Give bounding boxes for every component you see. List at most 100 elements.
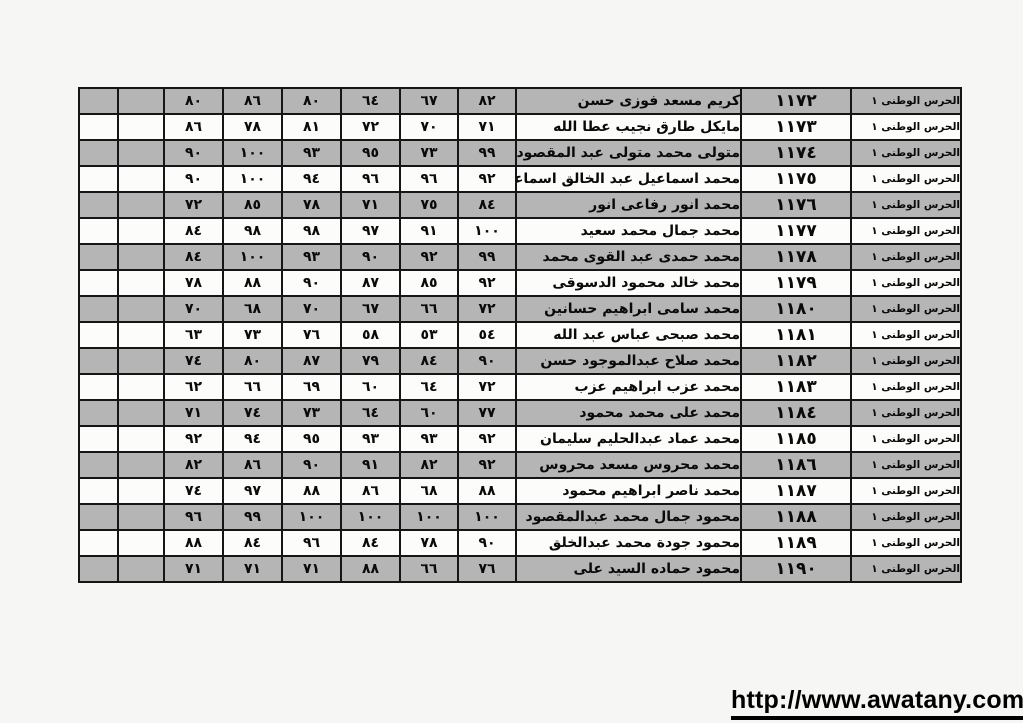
student-id-cell: ١١٨٩ xyxy=(740,529,852,557)
unit-cell: الحرس الوطنى ١ xyxy=(850,477,962,505)
student-name-cell: محمد على محمد محمود xyxy=(515,399,742,427)
table-row: ٩٦ ٩٩ ١٠٠ ١٠٠ ١٠٠ ١٠٠ محمود جمال محمد عب… xyxy=(78,503,962,531)
score-cell: ٨٤ xyxy=(163,243,224,271)
score-cell: ٧١ xyxy=(222,555,283,583)
score-cell: ٧٨ xyxy=(281,191,342,219)
table-row: ٨٨ ٨٤ ٩٦ ٨٤ ٧٨ ٩٠ محمود جودة محمد عبدالخ… xyxy=(78,529,962,557)
score-cell: ٦٢ xyxy=(163,373,224,401)
score-cell: ٩٣ xyxy=(281,139,342,167)
score-cell: ٨٦ xyxy=(340,477,401,505)
student-name-cell: محمد خالد محمود الدسوقى xyxy=(515,269,742,297)
student-id-cell: ١١٨٣ xyxy=(740,373,852,401)
score-cell: ١٠٠ xyxy=(457,503,517,531)
score-cell: ٧٢ xyxy=(340,113,401,141)
unit-cell: الحرس الوطنى ١ xyxy=(850,503,962,531)
empty-cell xyxy=(78,295,119,323)
table-row: ٨٦ ٧٨ ٨١ ٧٢ ٧٠ ٧١ مايكل طارق نجيب عطا ال… xyxy=(78,113,962,141)
footer-url-link[interactable]: http://www.awatany.com xyxy=(731,686,1023,720)
score-cell: ٩٣ xyxy=(281,243,342,271)
table-row: ٨٠ ٨٦ ٨٠ ٦٤ ٦٧ ٨٢ كريم مسعد فوزى حسن ١١٧… xyxy=(78,87,962,115)
score-cell: ٨١ xyxy=(281,113,342,141)
student-name-cell: محمد جمال محمد سعيد xyxy=(515,217,742,245)
empty-cell xyxy=(117,425,165,453)
score-cell: ٨٥ xyxy=(399,269,459,297)
empty-cell xyxy=(117,113,165,141)
score-cell: ٨٢ xyxy=(457,87,517,115)
score-cell: ٨٨ xyxy=(281,477,342,505)
empty-cell xyxy=(78,503,119,531)
empty-cell xyxy=(117,139,165,167)
score-cell: ٨٤ xyxy=(340,529,401,557)
empty-cell xyxy=(78,321,119,349)
student-id-cell: ١١٨١ xyxy=(740,321,852,349)
score-cell: ١٠٠ xyxy=(340,503,401,531)
empty-cell xyxy=(78,373,119,401)
table-row: ٧٤ ٩٧ ٨٨ ٨٦ ٦٨ ٨٨ محمد ناصر ابراهيم محمو… xyxy=(78,477,962,505)
score-cell: ٩٣ xyxy=(399,425,459,453)
table-row: ٩٠ ١٠٠ ٩٤ ٩٦ ٩٦ ٩٢ محمد اسماعيل عبد الخا… xyxy=(78,165,962,193)
empty-cell xyxy=(117,503,165,531)
score-cell: ٧٤ xyxy=(222,399,283,427)
unit-cell: الحرس الوطنى ١ xyxy=(850,451,962,479)
score-cell: ٨٢ xyxy=(399,451,459,479)
empty-cell xyxy=(117,555,165,583)
score-cell: ٨٨ xyxy=(457,477,517,505)
student-name-cell: مايكل طارق نجيب عطا الله xyxy=(515,113,742,141)
score-cell: ٩٤ xyxy=(281,165,342,193)
table-row: ٨٢ ٨٦ ٩٠ ٩١ ٨٢ ٩٢ محمد محروس مسعد محروس … xyxy=(78,451,962,479)
student-id-cell: ١١٨٢ xyxy=(740,347,852,375)
student-id-cell: ١١٨٥ xyxy=(740,425,852,453)
score-cell: ٩١ xyxy=(340,451,401,479)
score-cell: ٨٧ xyxy=(281,347,342,375)
table-row: ٧١ ٧١ ٧١ ٨٨ ٦٦ ٧٦ محمود حماده السيد على … xyxy=(78,555,962,583)
score-cell: ٧٣ xyxy=(399,139,459,167)
score-cell: ٩٢ xyxy=(457,425,517,453)
score-cell: ٩٢ xyxy=(399,243,459,271)
score-cell: ٩٢ xyxy=(457,451,517,479)
score-cell: ٨٦ xyxy=(222,87,283,115)
score-cell: ٧١ xyxy=(457,113,517,141)
score-cell: ٧٠ xyxy=(163,295,224,323)
empty-cell xyxy=(117,191,165,219)
score-cell: ٩٠ xyxy=(457,529,517,557)
unit-cell: الحرس الوطنى ١ xyxy=(850,165,962,193)
empty-cell xyxy=(117,399,165,427)
student-name-cell: محمد عماد عبدالحليم سليمان xyxy=(515,425,742,453)
score-cell: ٨٤ xyxy=(222,529,283,557)
score-cell: ٩٦ xyxy=(399,165,459,193)
score-cell: ٩٧ xyxy=(340,217,401,245)
score-cell: ٩٣ xyxy=(340,425,401,453)
student-id-cell: ١١٧٣ xyxy=(740,113,852,141)
table-row: ٧٨ ٨٨ ٩٠ ٨٧ ٨٥ ٩٢ محمد خالد محمود الدسوق… xyxy=(78,269,962,297)
score-cell: ٦٦ xyxy=(222,373,283,401)
score-cell: ٧٢ xyxy=(457,295,517,323)
empty-cell xyxy=(117,87,165,115)
empty-cell xyxy=(78,451,119,479)
table-row: ٧١ ٧٤ ٧٣ ٦٤ ٦٠ ٧٧ محمد على محمد محمود ١١… xyxy=(78,399,962,427)
score-cell: ٧١ xyxy=(340,191,401,219)
unit-cell: الحرس الوطنى ١ xyxy=(850,555,962,583)
score-cell: ٩٦ xyxy=(281,529,342,557)
student-name-cell: محمد صبحى عباس عبد الله xyxy=(515,321,742,349)
empty-cell xyxy=(78,191,119,219)
unit-cell: الحرس الوطنى ١ xyxy=(850,347,962,375)
empty-cell xyxy=(78,555,119,583)
score-cell: ٨٤ xyxy=(399,347,459,375)
student-id-cell: ١١٨٧ xyxy=(740,477,852,505)
table-row: ٦٢ ٦٦ ٦٩ ٦٠ ٦٤ ٧٢ محمد عزب ابراهيم عزب ١… xyxy=(78,373,962,401)
student-name-cell: محمود حماده السيد على xyxy=(515,555,742,583)
score-cell: ٦٧ xyxy=(399,87,459,115)
score-cell: ٦٨ xyxy=(222,295,283,323)
score-cell: ٧١ xyxy=(163,399,224,427)
unit-cell: الحرس الوطنى ١ xyxy=(850,295,962,323)
score-cell: ٨٠ xyxy=(163,87,224,115)
score-cell: ٨٠ xyxy=(222,347,283,375)
empty-cell xyxy=(78,425,119,453)
student-name-cell: محمد عزب ابراهيم عزب xyxy=(515,373,742,401)
empty-cell xyxy=(78,347,119,375)
table-row: ٧٤ ٨٠ ٨٧ ٧٩ ٨٤ ٩٠ محمد صلاح عبدالموجود ح… xyxy=(78,347,962,375)
score-cell: ٦٦ xyxy=(399,555,459,583)
table-row: ٧٢ ٨٥ ٧٨ ٧١ ٧٥ ٨٤ محمد انور رفاعى انور ١… xyxy=(78,191,962,219)
score-cell: ٥٨ xyxy=(340,321,401,349)
